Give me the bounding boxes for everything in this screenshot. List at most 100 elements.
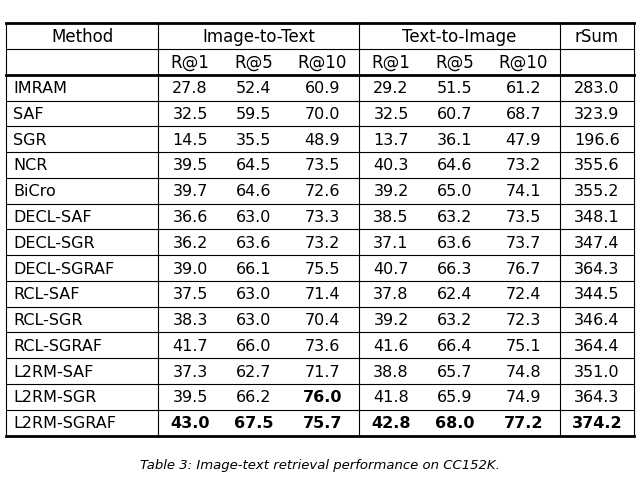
- Text: 73.7: 73.7: [506, 235, 541, 250]
- Text: 351.0: 351.0: [574, 364, 620, 379]
- Text: Table 3: Image-text retrieval performance on CC152K.: Table 3: Image-text retrieval performanc…: [140, 458, 500, 471]
- Text: 60.9: 60.9: [305, 81, 340, 96]
- Text: 70.4: 70.4: [305, 312, 340, 327]
- Text: RCL-SGR: RCL-SGR: [13, 312, 83, 327]
- Text: 63.0: 63.0: [236, 210, 271, 225]
- Text: 364.3: 364.3: [574, 261, 620, 276]
- Text: IMRAM: IMRAM: [13, 81, 67, 96]
- Text: 65.7: 65.7: [437, 364, 472, 379]
- Text: L2RM-SGRAF: L2RM-SGRAF: [13, 415, 116, 430]
- Text: 39.2: 39.2: [373, 312, 409, 327]
- Text: 38.5: 38.5: [373, 210, 409, 225]
- Text: DECL-SGRAF: DECL-SGRAF: [13, 261, 115, 276]
- Text: 66.2: 66.2: [236, 390, 271, 405]
- Text: 77.2: 77.2: [504, 415, 543, 430]
- Text: 41.8: 41.8: [373, 390, 409, 405]
- Text: Method: Method: [51, 28, 113, 46]
- Text: 67.5: 67.5: [234, 415, 274, 430]
- Text: Text-to-Image: Text-to-Image: [403, 28, 517, 46]
- Text: 73.3: 73.3: [305, 210, 340, 225]
- Text: 38.3: 38.3: [172, 312, 208, 327]
- Text: 37.5: 37.5: [172, 287, 208, 302]
- Text: 38.8: 38.8: [373, 364, 409, 379]
- Text: R@10: R@10: [499, 54, 548, 72]
- Text: 355.6: 355.6: [574, 158, 620, 173]
- Text: 71.7: 71.7: [305, 364, 340, 379]
- Text: 48.9: 48.9: [305, 133, 340, 148]
- Text: 64.5: 64.5: [236, 158, 271, 173]
- Text: Image-to-Text: Image-to-Text: [202, 28, 315, 46]
- Text: 75.1: 75.1: [506, 338, 541, 353]
- Text: R@1: R@1: [372, 54, 410, 72]
- Text: 68.7: 68.7: [506, 106, 541, 121]
- Text: R@5: R@5: [435, 54, 474, 72]
- Text: 62.7: 62.7: [236, 364, 271, 379]
- Text: 75.7: 75.7: [303, 415, 342, 430]
- Text: DECL-SAF: DECL-SAF: [13, 210, 92, 225]
- Text: 75.5: 75.5: [305, 261, 340, 276]
- Text: 344.5: 344.5: [574, 287, 620, 302]
- Text: 51.5: 51.5: [437, 81, 472, 96]
- Text: 39.5: 39.5: [172, 158, 208, 173]
- Text: 70.0: 70.0: [305, 106, 340, 121]
- Text: 68.0: 68.0: [435, 415, 474, 430]
- Text: 73.2: 73.2: [305, 235, 340, 250]
- Text: DECL-SGR: DECL-SGR: [13, 235, 95, 250]
- Text: 346.4: 346.4: [574, 312, 620, 327]
- Text: SGR: SGR: [13, 133, 47, 148]
- Text: 27.8: 27.8: [172, 81, 208, 96]
- Text: 196.6: 196.6: [574, 133, 620, 148]
- Text: 43.0: 43.0: [170, 415, 210, 430]
- Text: 41.7: 41.7: [172, 338, 208, 353]
- Text: 66.1: 66.1: [236, 261, 271, 276]
- Text: 32.5: 32.5: [172, 106, 208, 121]
- Text: R@1: R@1: [171, 54, 209, 72]
- Text: 36.6: 36.6: [172, 210, 208, 225]
- Text: 66.3: 66.3: [437, 261, 472, 276]
- Text: RCL-SGRAF: RCL-SGRAF: [13, 338, 102, 353]
- Text: 347.4: 347.4: [574, 235, 620, 250]
- Text: 74.9: 74.9: [506, 390, 541, 405]
- Text: 348.1: 348.1: [574, 210, 620, 225]
- Text: 40.7: 40.7: [373, 261, 409, 276]
- Text: 66.0: 66.0: [236, 338, 271, 353]
- Text: BiCro: BiCro: [13, 184, 56, 199]
- Text: RCL-SAF: RCL-SAF: [13, 287, 80, 302]
- Text: 72.3: 72.3: [506, 312, 541, 327]
- Text: 73.2: 73.2: [506, 158, 541, 173]
- Text: 29.2: 29.2: [373, 81, 409, 96]
- Text: 60.7: 60.7: [437, 106, 472, 121]
- Text: 63.0: 63.0: [236, 287, 271, 302]
- Text: 47.9: 47.9: [506, 133, 541, 148]
- Text: 39.7: 39.7: [172, 184, 208, 199]
- Text: 74.8: 74.8: [506, 364, 541, 379]
- Text: 14.5: 14.5: [172, 133, 208, 148]
- Text: 283.0: 283.0: [574, 81, 620, 96]
- Text: 41.6: 41.6: [373, 338, 409, 353]
- Text: 66.4: 66.4: [437, 338, 472, 353]
- Text: 323.9: 323.9: [574, 106, 620, 121]
- Text: 64.6: 64.6: [437, 158, 472, 173]
- Text: 364.3: 364.3: [574, 390, 620, 405]
- Text: 63.6: 63.6: [236, 235, 271, 250]
- Text: 39.0: 39.0: [172, 261, 208, 276]
- Text: 40.3: 40.3: [373, 158, 409, 173]
- Text: 32.5: 32.5: [373, 106, 409, 121]
- Text: 76.7: 76.7: [506, 261, 541, 276]
- Text: 72.6: 72.6: [305, 184, 340, 199]
- Text: 39.2: 39.2: [373, 184, 409, 199]
- Text: 62.4: 62.4: [437, 287, 472, 302]
- Text: 63.2: 63.2: [437, 312, 472, 327]
- Text: L2RM-SGR: L2RM-SGR: [13, 390, 97, 405]
- Text: L2RM-SAF: L2RM-SAF: [13, 364, 93, 379]
- Text: 37.8: 37.8: [373, 287, 409, 302]
- Text: 71.4: 71.4: [305, 287, 340, 302]
- Text: 39.5: 39.5: [172, 390, 208, 405]
- Text: 63.2: 63.2: [437, 210, 472, 225]
- Text: 13.7: 13.7: [373, 133, 409, 148]
- Text: 35.5: 35.5: [236, 133, 271, 148]
- Text: R@10: R@10: [298, 54, 347, 72]
- Text: 73.5: 73.5: [506, 210, 541, 225]
- Text: 74.1: 74.1: [506, 184, 541, 199]
- Text: 42.8: 42.8: [371, 415, 411, 430]
